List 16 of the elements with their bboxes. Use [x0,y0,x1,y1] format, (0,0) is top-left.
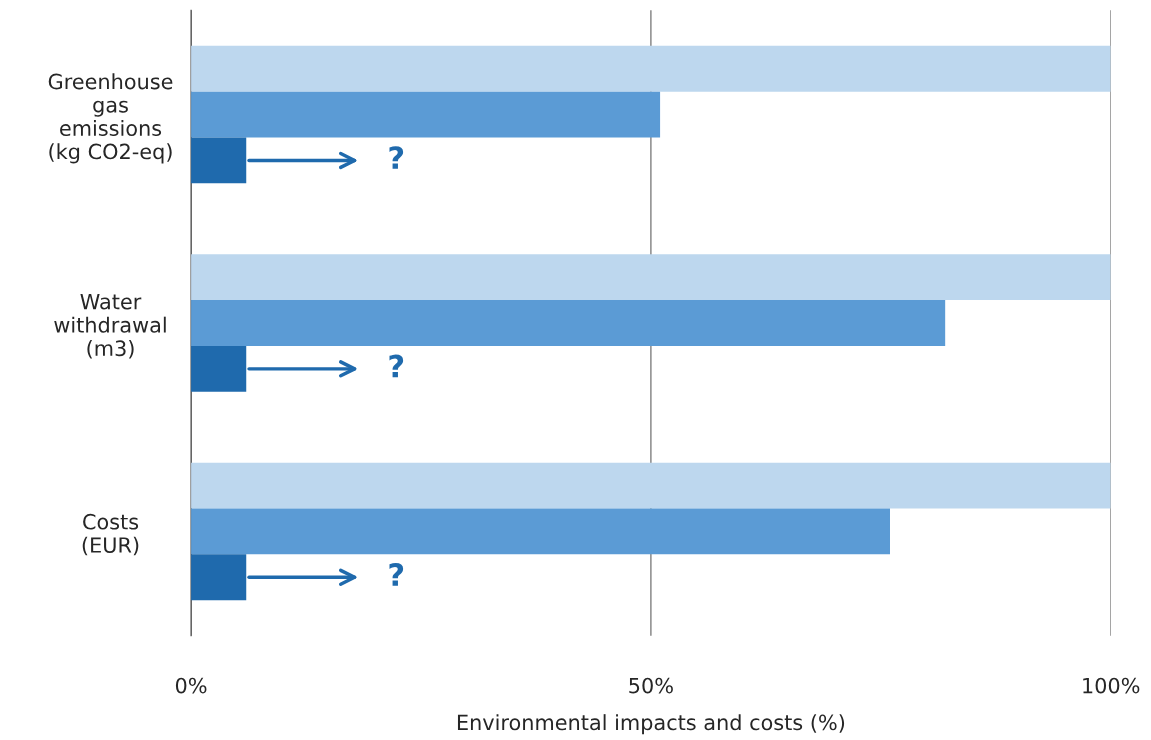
y-tick-label: Water withdrawal (m3) [54,293,166,359]
x-tick-label: 0% [175,677,207,694]
annotation: ? [389,354,404,378]
x-axis-title: Environmental impacts and costs (%) [457,714,845,735]
bar [191,91,661,138]
y-tick-label: Greenhouse gas emissions (kg CO2-eq) [48,73,173,164]
bar [191,254,1111,301]
bar [191,300,946,346]
bar [191,508,890,555]
x-tick-label: 50% [629,677,673,694]
bar [191,45,1111,92]
y-tick-label: Costs (EUR) [82,513,139,556]
bar [191,462,1111,509]
annotation: ? [389,146,404,169]
x-tick-label: 100% [1083,677,1140,694]
annotation: ? [389,563,404,586]
